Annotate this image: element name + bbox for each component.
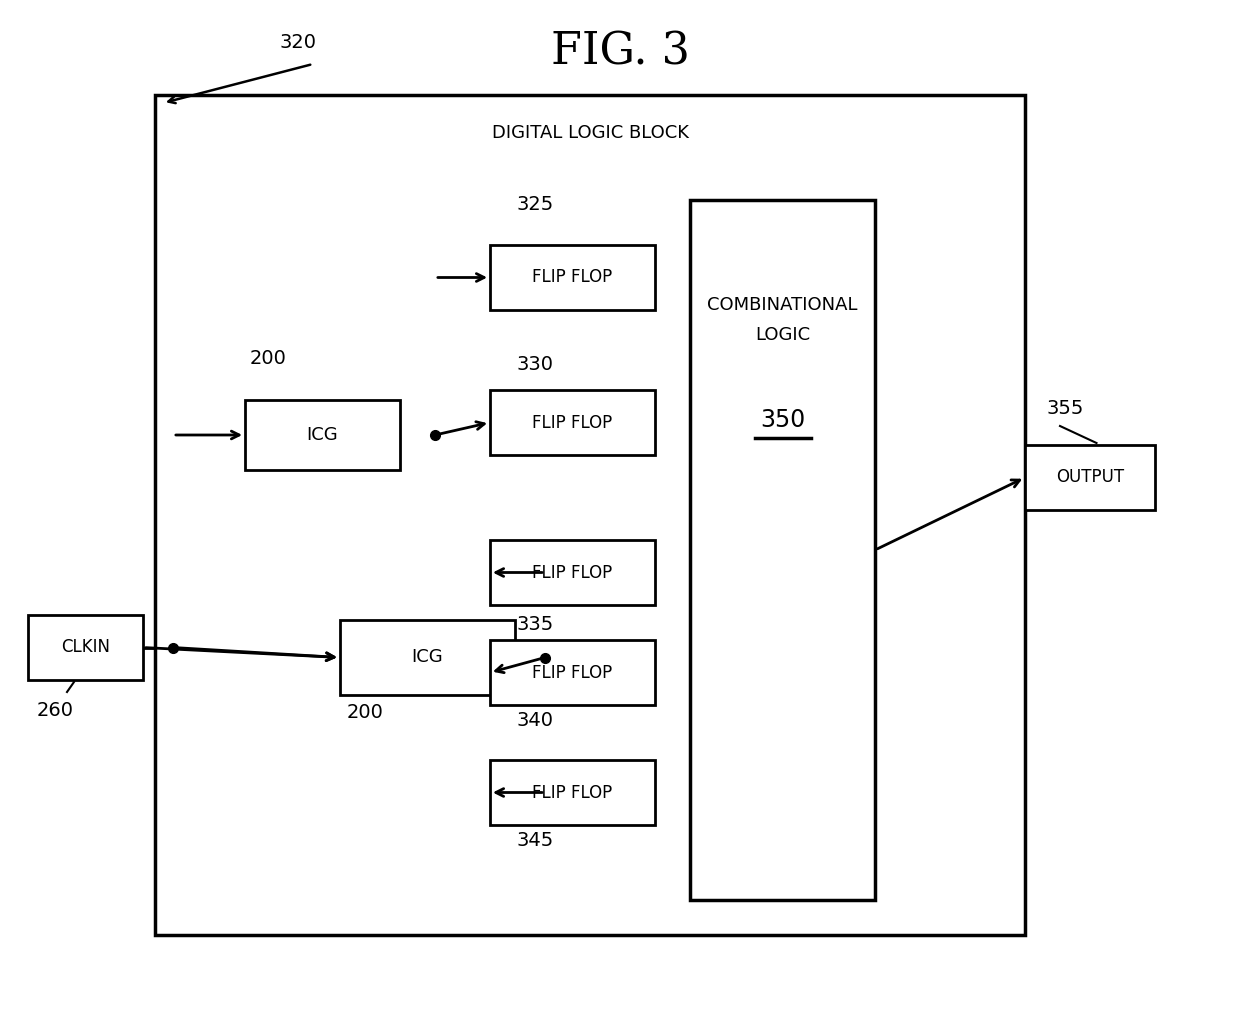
Bar — [490, 245, 655, 310]
Text: ICG: ICG — [412, 648, 444, 667]
Text: 340: 340 — [517, 710, 553, 729]
Text: 320: 320 — [279, 32, 316, 52]
Text: FLIP FLOP: FLIP FLOP — [532, 413, 613, 431]
Text: 200: 200 — [346, 703, 383, 721]
Text: ICG: ICG — [306, 426, 339, 444]
Bar — [490, 760, 655, 825]
Text: 350: 350 — [760, 408, 805, 432]
Bar — [246, 400, 401, 470]
Text: CLKIN: CLKIN — [61, 638, 110, 657]
Text: OUTPUT: OUTPUT — [1056, 469, 1125, 487]
Bar — [155, 95, 1025, 935]
Text: FLIP FLOP: FLIP FLOP — [532, 269, 613, 287]
Text: FLIP FLOP: FLIP FLOP — [532, 564, 613, 582]
Text: 355: 355 — [1047, 399, 1084, 417]
Text: DIGITAL LOGIC BLOCK: DIGITAL LOGIC BLOCK — [491, 124, 688, 142]
Text: 330: 330 — [517, 356, 553, 375]
Bar — [29, 615, 143, 680]
Text: 345: 345 — [516, 830, 553, 849]
Bar — [490, 640, 655, 705]
Bar — [689, 200, 875, 900]
Bar — [490, 540, 655, 605]
Text: 335: 335 — [516, 615, 553, 634]
Text: FIG. 3: FIG. 3 — [551, 30, 689, 74]
Bar — [490, 390, 655, 454]
Text: FLIP FLOP: FLIP FLOP — [532, 784, 613, 802]
Text: 200: 200 — [249, 348, 286, 368]
Text: COMBINATIONAL
LOGIC: COMBINATIONAL LOGIC — [707, 296, 858, 343]
Bar — [1025, 445, 1154, 510]
Bar — [340, 620, 515, 695]
Text: 325: 325 — [516, 196, 553, 214]
Text: 260: 260 — [36, 701, 73, 719]
Text: FLIP FLOP: FLIP FLOP — [532, 664, 613, 682]
